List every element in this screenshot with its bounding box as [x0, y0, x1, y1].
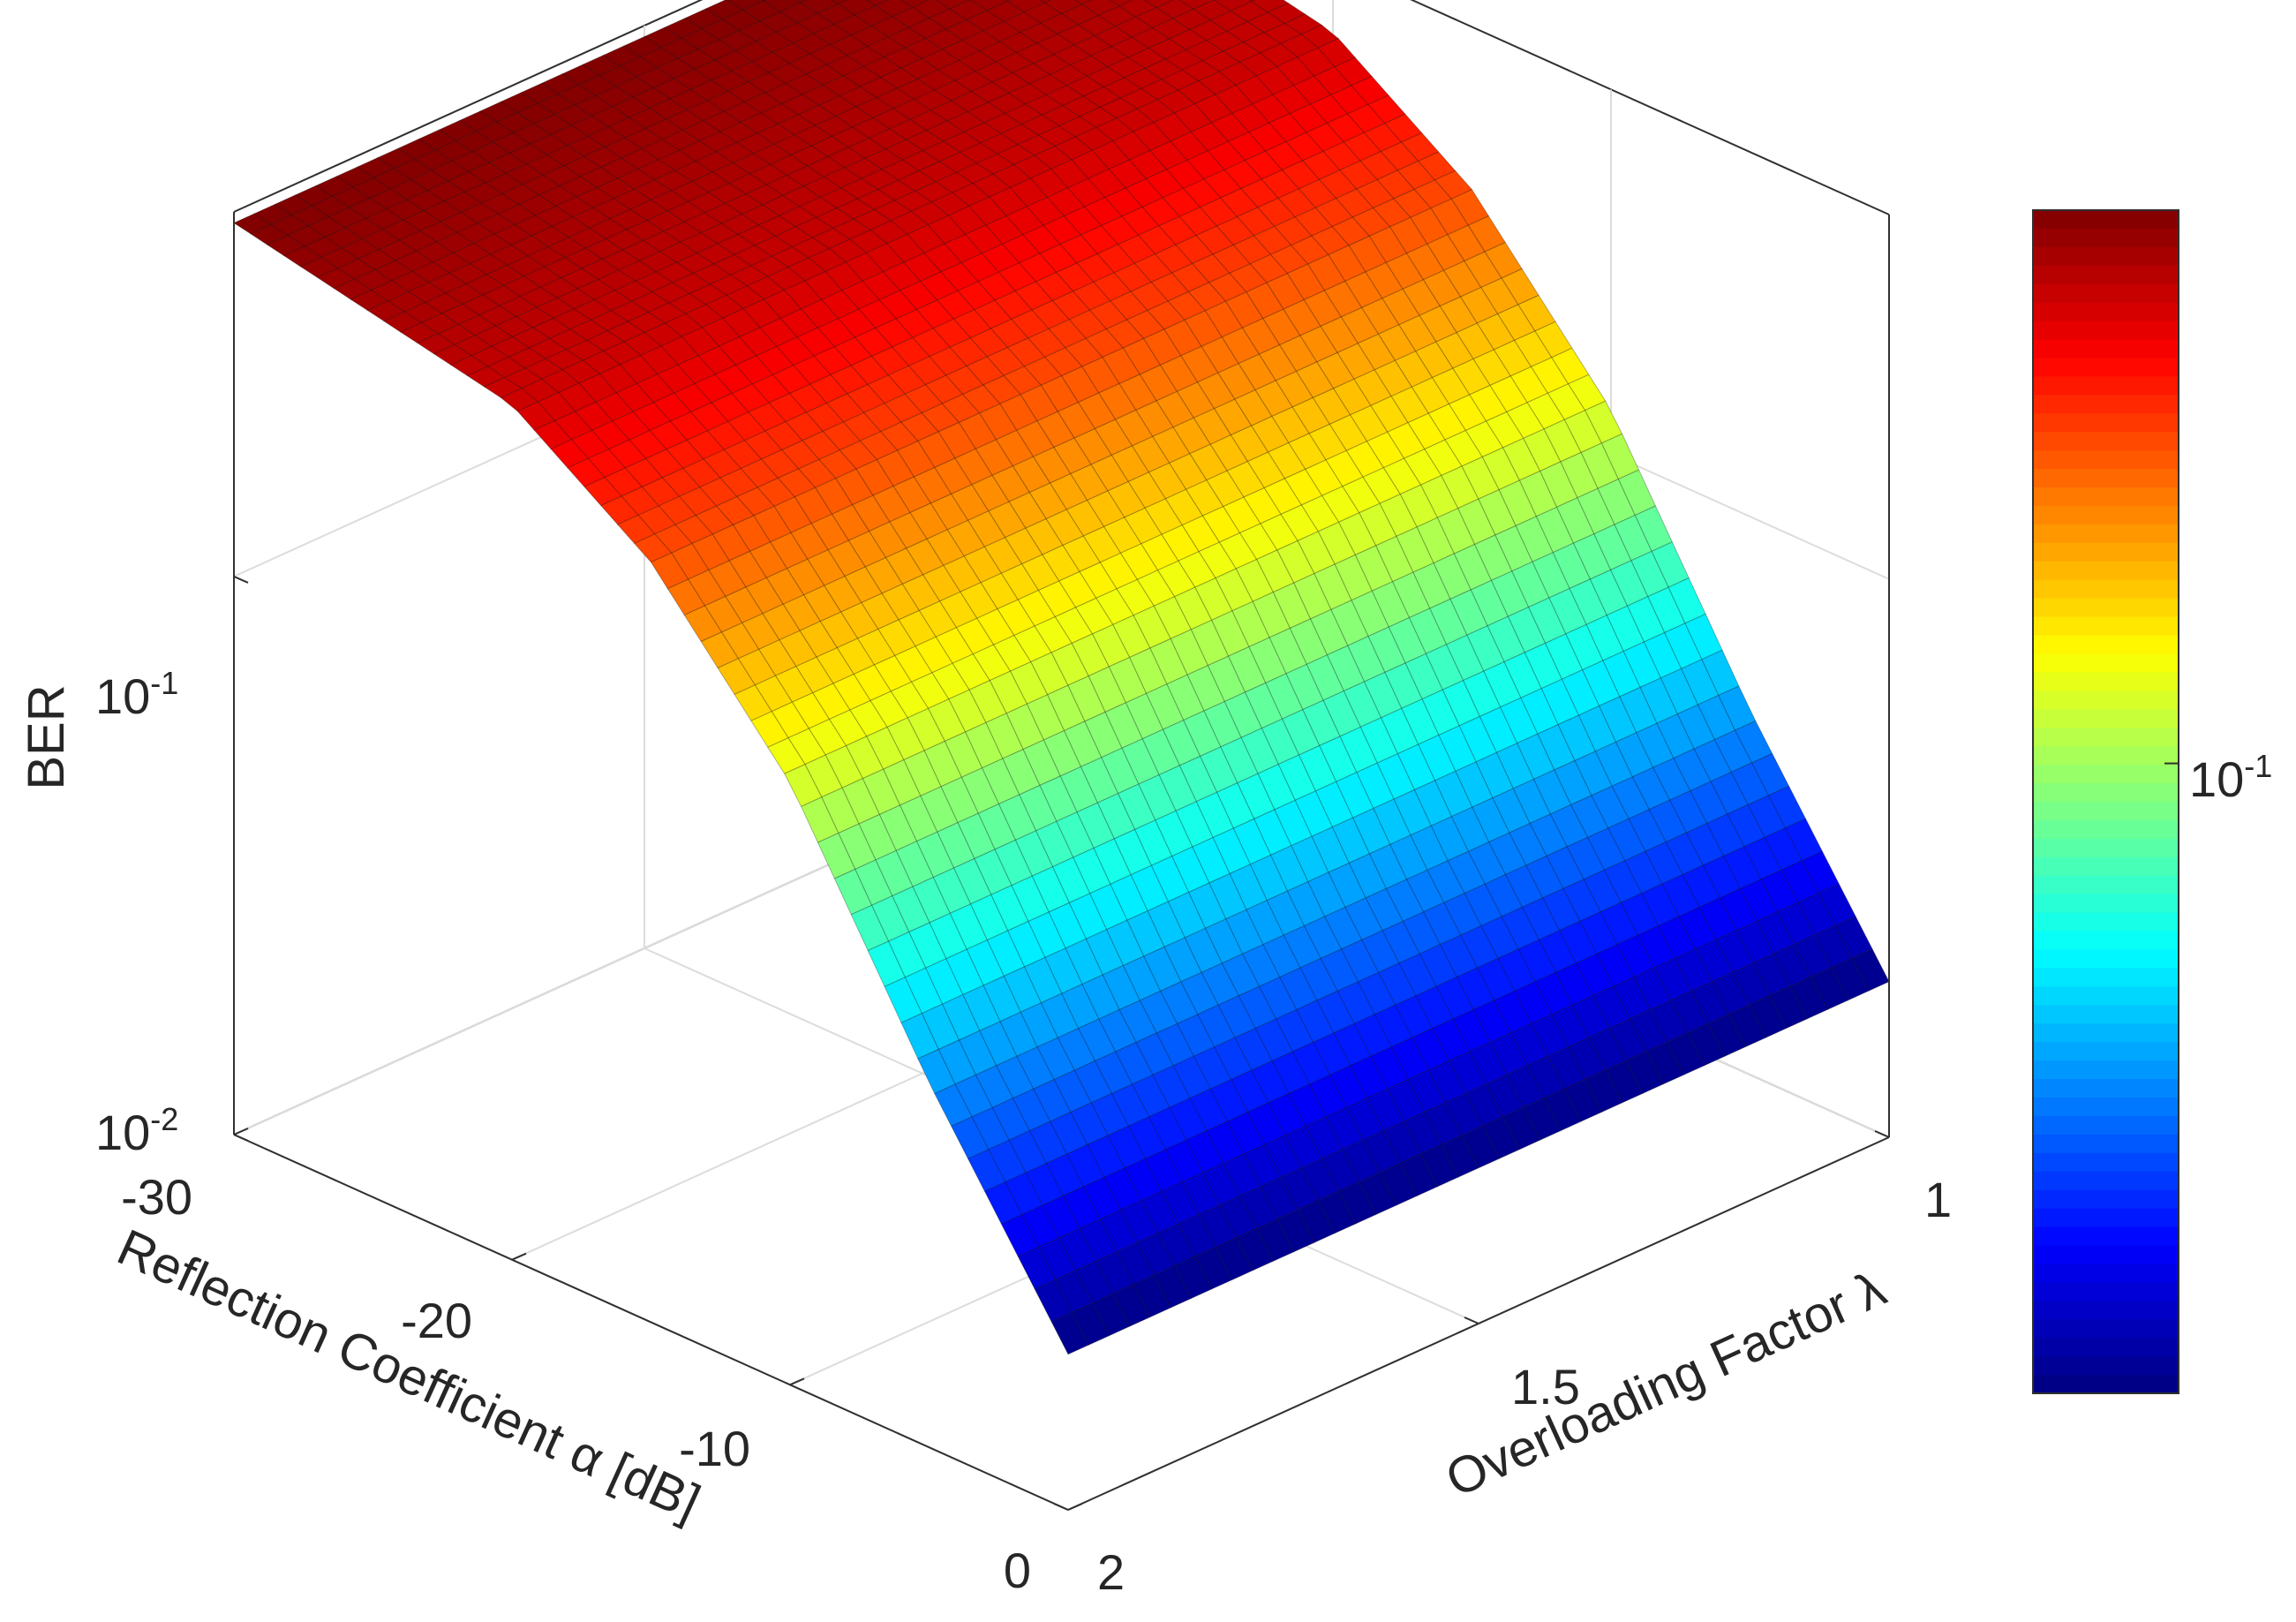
colorbar-band [2033, 1042, 2179, 1061]
colorbar-band [2033, 1245, 2179, 1265]
colorbar-band [2033, 413, 2179, 433]
colorbar-band [2033, 875, 2179, 895]
y-tick-label: -10 [679, 1421, 750, 1476]
colorbar-band [2033, 1356, 2179, 1376]
x-tick-mark [1874, 1130, 1890, 1138]
box-edge [233, 1134, 1069, 1511]
colorbar-band [2033, 616, 2179, 637]
colorbar-band [2033, 1375, 2179, 1394]
colorbar-band [2033, 598, 2179, 618]
y-tick-mark [1067, 1503, 1083, 1511]
x-tick-mark [1464, 1316, 1479, 1324]
colorbar-border [2032, 209, 2179, 1394]
colorbar-band [2033, 635, 2179, 655]
colorbar-band [2033, 506, 2179, 525]
colorbar-band [2033, 210, 2179, 230]
colorbar-band [2033, 1171, 2179, 1191]
colorbar-band [2033, 524, 2179, 544]
x-tick-mark [1053, 1503, 1069, 1511]
colorbar-band [2033, 1005, 2179, 1024]
colorbar-band [2033, 1208, 2179, 1228]
colorbar-band [2033, 302, 2179, 322]
colorbar-band [2033, 728, 2179, 747]
colorbar-band [2033, 1264, 2179, 1283]
y-tick-label: 0 [1004, 1543, 1031, 1598]
colorbar-band [2033, 395, 2179, 414]
y-tick-label: -30 [121, 1169, 192, 1225]
colorbar-tick-label: 10-1 [2189, 748, 2272, 807]
z-tick-label: 10-2 [95, 1101, 178, 1160]
x-tick-label: 1.5 [1511, 1359, 1580, 1415]
colorbar [2032, 209, 2179, 1394]
colorbar-band [2033, 358, 2179, 378]
colorbar-band [2033, 838, 2179, 858]
colorbar-band [2033, 246, 2179, 267]
surface-patch [1050, 1311, 1089, 1355]
surface-mesh [232, 0, 1890, 1355]
colorbar-band [2033, 228, 2179, 248]
colorbar-band [2033, 450, 2179, 470]
colorbar-band [2033, 653, 2179, 674]
colorbar-band [2033, 672, 2179, 691]
colorbar-band [2033, 1226, 2179, 1247]
y-axis-label: Reflection Coefficient α [dB] [109, 1218, 709, 1532]
colorbar-band [2033, 746, 2179, 766]
colorbar-band [2033, 819, 2179, 840]
colorbar-band [2033, 432, 2179, 451]
z-axis-label: BER [18, 684, 75, 789]
colorbar-band [2033, 1152, 2179, 1173]
axis-ticks [233, 575, 1890, 1511]
colorbar-band [2033, 709, 2179, 728]
y-tick-mark [233, 1128, 249, 1135]
colorbar-band [2033, 487, 2179, 507]
y-tick-label: -20 [401, 1293, 472, 1348]
colorbar-band [2033, 765, 2179, 784]
colorbar-band [2033, 1098, 2179, 1117]
colorbar-band [2033, 1338, 2179, 1357]
colorbar-band [2033, 1079, 2179, 1098]
y-tick-mark [789, 1377, 805, 1386]
box-edge [1410, 0, 1890, 215]
colorbar-band [2033, 579, 2179, 600]
colorbar-band [2033, 1115, 2179, 1135]
x-axis-label: Overloading Factor λ [1437, 1259, 1893, 1508]
colorbar-band [2033, 283, 2179, 304]
colorbar-band [2033, 339, 2179, 359]
colorbar-band [2033, 949, 2179, 969]
colorbar-band [2033, 986, 2179, 1006]
colorbar-band [2033, 1189, 2179, 1210]
colorbar-band [2033, 894, 2179, 914]
colorbar-band [2033, 265, 2179, 285]
z-tick-mark [233, 575, 249, 584]
colorbar-band [2033, 542, 2179, 562]
colorbar-band [2033, 1282, 2179, 1301]
colorbar-band [2033, 1023, 2179, 1043]
x-tick-label: 1 [1924, 1172, 1952, 1227]
y-tick-mark [511, 1252, 527, 1261]
colorbar-band [2033, 469, 2179, 488]
colorbar-band [2033, 1319, 2179, 1339]
colorbar-band [2033, 912, 2179, 932]
colorbar-band [2033, 968, 2179, 987]
colorbar-band [2033, 1060, 2179, 1080]
x-tick-label: 2 [1097, 1544, 1125, 1600]
z-tick-mark [233, 1134, 249, 1142]
colorbar-band [2033, 931, 2179, 951]
colorbar-band [2033, 321, 2179, 341]
colorbar-band [2033, 376, 2179, 396]
colorbar-band [2033, 1134, 2179, 1154]
colorbar-band [2033, 783, 2179, 803]
colorbar-band [2033, 856, 2179, 877]
z-tick-label: 10-1 [95, 665, 178, 724]
colorbar-band [2033, 561, 2179, 581]
colorbar-band [2033, 802, 2179, 821]
colorbar-band [2033, 690, 2179, 710]
colorbar-band [2033, 1301, 2179, 1320]
